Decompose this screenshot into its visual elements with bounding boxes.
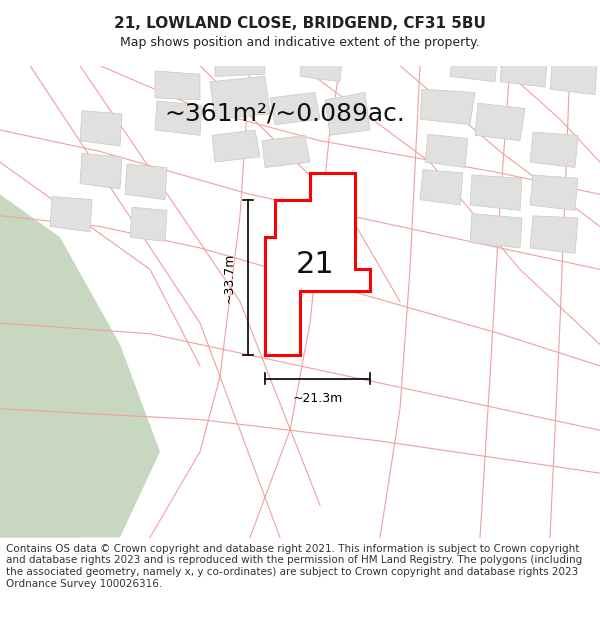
Text: ~361m²/~0.089ac.: ~361m²/~0.089ac. bbox=[164, 102, 406, 126]
Polygon shape bbox=[212, 130, 260, 162]
Polygon shape bbox=[262, 136, 310, 168]
Polygon shape bbox=[550, 66, 597, 94]
Polygon shape bbox=[420, 89, 475, 124]
Polygon shape bbox=[210, 76, 270, 119]
Polygon shape bbox=[50, 196, 92, 232]
Text: 21, LOWLAND CLOSE, BRIDGEND, CF31 5BU: 21, LOWLAND CLOSE, BRIDGEND, CF31 5BU bbox=[114, 16, 486, 31]
Text: 21: 21 bbox=[296, 249, 334, 279]
Polygon shape bbox=[130, 208, 167, 241]
Polygon shape bbox=[475, 103, 525, 141]
Text: ~21.3m: ~21.3m bbox=[292, 392, 343, 404]
Polygon shape bbox=[425, 134, 468, 168]
Polygon shape bbox=[530, 216, 578, 253]
Polygon shape bbox=[80, 154, 122, 189]
Polygon shape bbox=[300, 60, 342, 82]
Polygon shape bbox=[155, 71, 200, 100]
Polygon shape bbox=[500, 60, 547, 87]
Polygon shape bbox=[450, 60, 497, 82]
Text: Contains OS data © Crown copyright and database right 2021. This information is : Contains OS data © Crown copyright and d… bbox=[6, 544, 582, 589]
Polygon shape bbox=[270, 92, 320, 124]
Polygon shape bbox=[215, 60, 265, 76]
Polygon shape bbox=[470, 214, 522, 248]
Polygon shape bbox=[155, 101, 202, 136]
Polygon shape bbox=[125, 164, 167, 199]
Polygon shape bbox=[0, 377, 100, 538]
Polygon shape bbox=[325, 92, 370, 136]
Polygon shape bbox=[265, 173, 370, 355]
Polygon shape bbox=[470, 175, 522, 211]
Polygon shape bbox=[420, 169, 463, 205]
Text: ~33.7m: ~33.7m bbox=[223, 253, 236, 302]
Polygon shape bbox=[0, 194, 160, 538]
Polygon shape bbox=[530, 132, 578, 168]
Polygon shape bbox=[530, 175, 578, 211]
Text: Map shows position and indicative extent of the property.: Map shows position and indicative extent… bbox=[120, 36, 480, 49]
Polygon shape bbox=[80, 111, 122, 146]
